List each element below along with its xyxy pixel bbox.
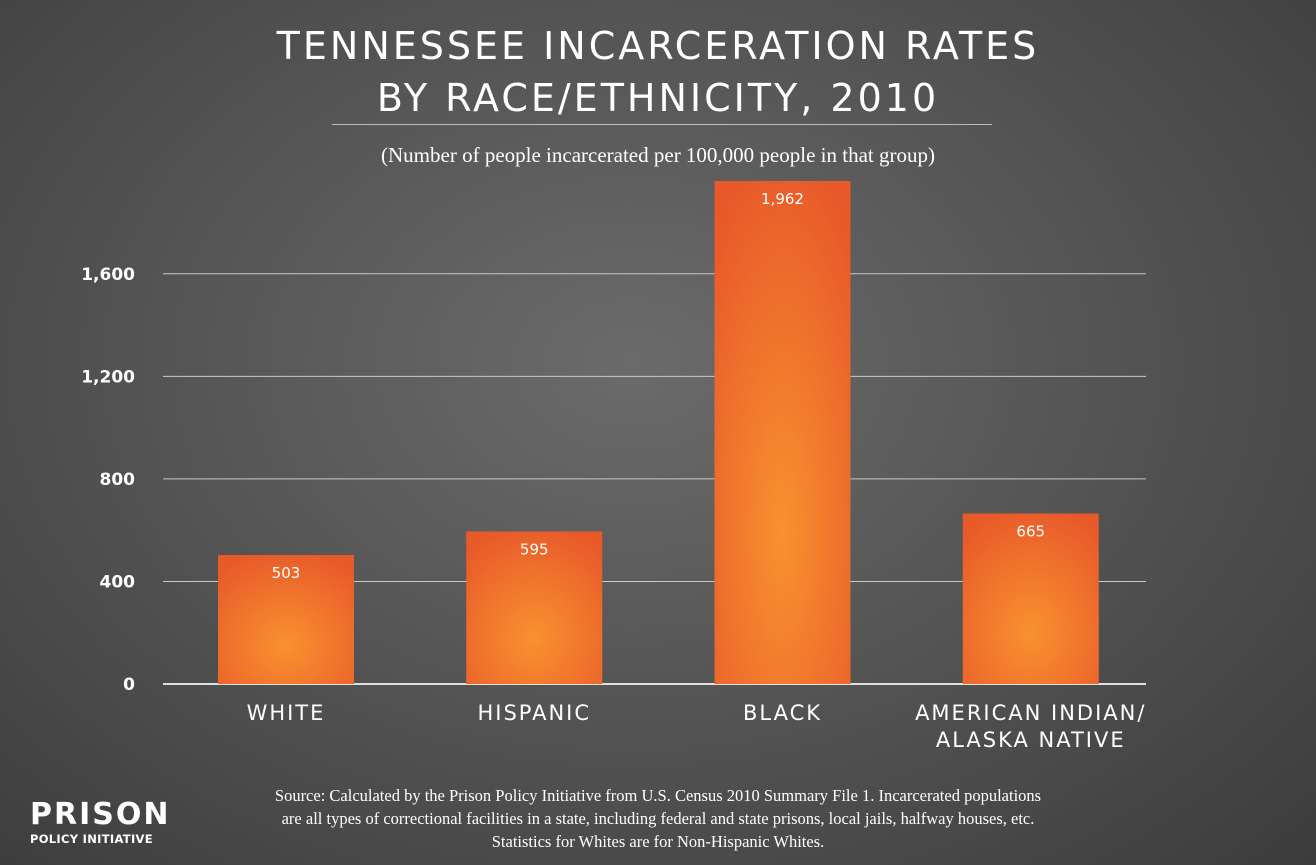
source-line-2: are all types of correctional facilities… <box>281 809 1035 828</box>
bars <box>218 181 1099 684</box>
x-axis-category-labels: WHITE HISPANIC BLACK AMERICAN INDIAN/ALASKA… <box>247 701 1146 752</box>
chart-title-line-2: BY RACE/ETHNICITY, 2010 <box>376 76 940 120</box>
x-category-label: HISPANIC <box>477 701 591 725</box>
x-category-label: ALASKA NATIVE <box>936 728 1126 752</box>
y-tick-label: 400 <box>100 572 136 592</box>
source-line-1: Source: Calculated by the Prison Policy … <box>274 786 1042 805</box>
y-tick-label: 800 <box>100 470 136 490</box>
y-axis-tick-labels: 0 400 800 1,200 1,600 <box>81 265 135 695</box>
x-category-label: WHITE <box>247 701 326 725</box>
chart-subtitle: (Number of people incarcerated per 100,0… <box>381 143 935 167</box>
y-tick-label: 0 <box>123 675 135 695</box>
logo-sub-text: POLICY INITIATIVE <box>30 832 153 846</box>
bar-value-label: 503 <box>272 564 301 582</box>
bar <box>218 555 354 684</box>
bar <box>466 531 603 684</box>
y-tick-label: 1,200 <box>81 367 135 387</box>
bar-value-label: 595 <box>520 540 549 558</box>
chart-title: TENNESSEE INCARCERATION RATES BY RACE/ET… <box>0 20 1316 124</box>
x-category-label: AMERICAN INDIAN/ <box>915 701 1146 725</box>
chart-title-line-1: TENNESSEE INCARCERATION RATES <box>276 24 1040 68</box>
source-line-3: Statistics for Whites are for Non-Hispan… <box>491 832 825 851</box>
x-category-label: BLACK <box>743 701 822 725</box>
logo-main-text: PRISON <box>30 797 171 832</box>
bar-value-labels: 503 595 1,962 665 <box>272 190 1045 582</box>
y-tick-label: 1,600 <box>81 265 135 285</box>
bar <box>962 513 1099 684</box>
bar-value-label: 665 <box>1016 523 1045 541</box>
source-note: Source: Calculated by the Prison Policy … <box>150 784 1166 853</box>
title-divider <box>332 124 992 125</box>
bar-value-label: 1,962 <box>761 190 804 208</box>
bar <box>714 181 851 684</box>
prison-policy-initiative-logo: PRISON POLICY INITIATIVE <box>30 797 171 847</box>
